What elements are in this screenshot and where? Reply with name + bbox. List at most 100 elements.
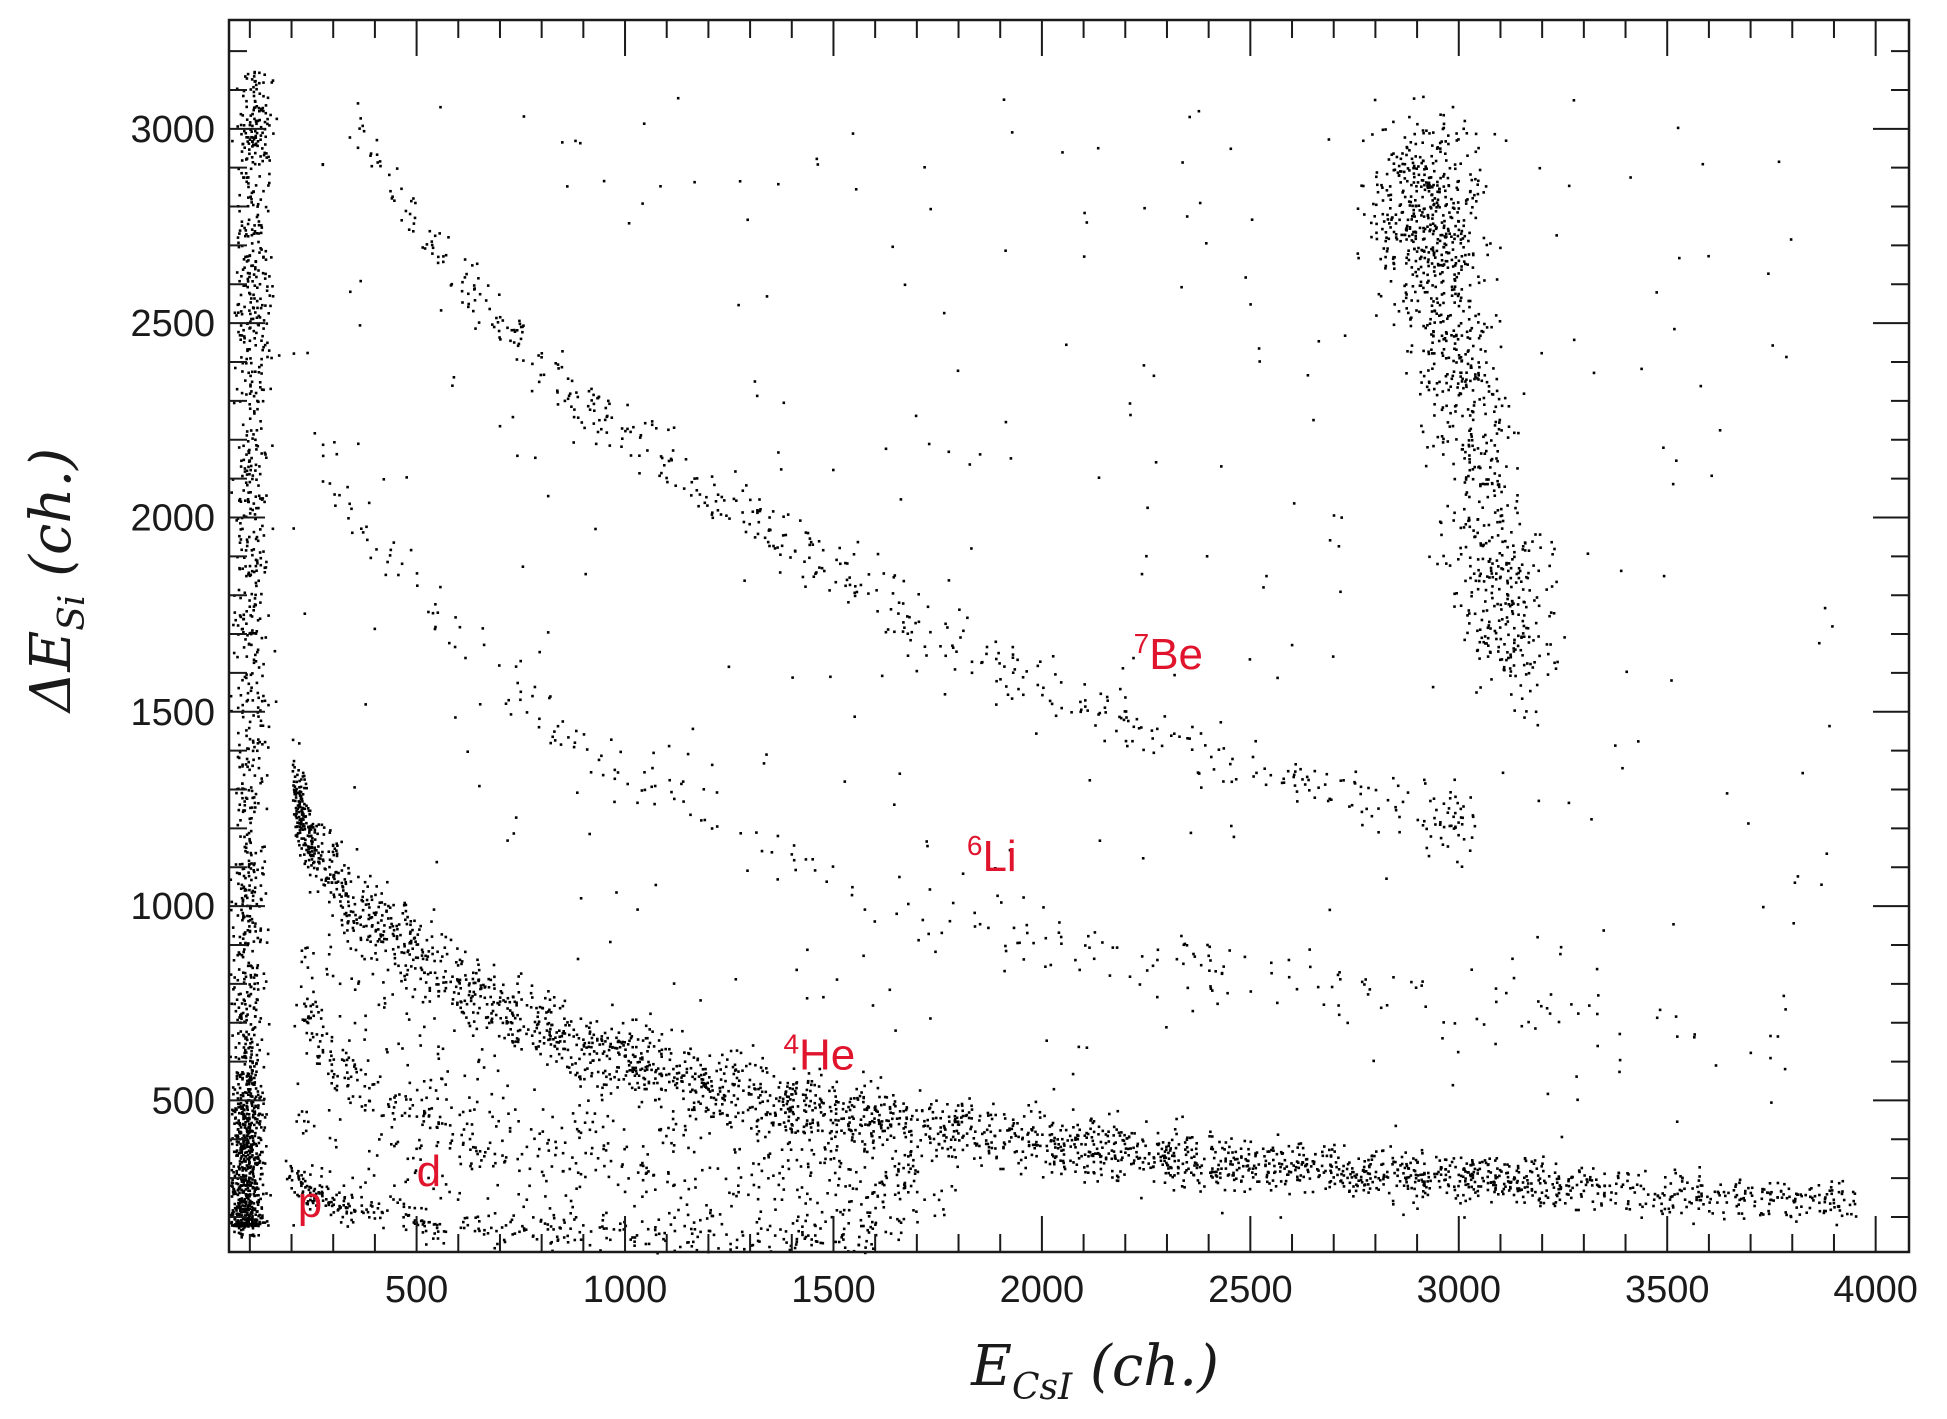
data-point (245, 622, 248, 625)
data-point (1257, 1163, 1261, 1166)
data-point (1167, 1144, 1170, 1148)
data-point (264, 104, 268, 107)
data-point (1084, 1170, 1087, 1174)
data-point (343, 931, 346, 935)
data-point (1698, 1198, 1701, 1202)
data-point (515, 1001, 518, 1004)
data-point (778, 1081, 782, 1084)
data-point (379, 933, 382, 936)
data-point (1048, 1162, 1052, 1166)
data-point (1119, 1170, 1122, 1173)
data-point (1851, 1190, 1855, 1194)
data-point (258, 740, 261, 744)
data-point (422, 1120, 426, 1123)
data-point (450, 1139, 454, 1142)
data-point (858, 1235, 861, 1239)
data-point (1168, 1149, 1172, 1152)
data-point (1539, 1204, 1542, 1208)
data-point (248, 339, 252, 343)
data-point (601, 1225, 604, 1228)
data-point (244, 1224, 247, 1228)
data-point (1074, 958, 1077, 962)
data-point (603, 1164, 606, 1168)
data-point (1817, 1184, 1821, 1187)
data-point (364, 903, 368, 906)
data-point (236, 823, 240, 827)
data-point (310, 842, 314, 845)
data-point (967, 1116, 971, 1120)
data-point (402, 1216, 405, 1219)
data-point (1002, 1145, 1005, 1149)
data-point (248, 148, 251, 151)
data-point (361, 900, 365, 903)
data-point (1112, 1142, 1116, 1146)
data-point (247, 865, 251, 869)
data-point (1585, 1178, 1589, 1181)
data-point (1457, 821, 1460, 824)
data-point (335, 887, 339, 891)
data-point (960, 1104, 964, 1107)
data-point (551, 735, 554, 739)
data-point (844, 1185, 847, 1188)
data-point (1669, 1195, 1673, 1199)
data-point (514, 1040, 517, 1043)
data-point (1638, 1203, 1642, 1206)
data-point (445, 1098, 448, 1101)
data-point (940, 1189, 943, 1193)
data-point (315, 849, 318, 852)
data-point (250, 456, 253, 460)
data-point (468, 1137, 472, 1141)
data-point (929, 1141, 932, 1145)
data-point (1002, 1141, 1006, 1144)
data-point (346, 485, 349, 489)
data-point (247, 1145, 251, 1148)
data-point (1494, 1187, 1497, 1190)
data-point (266, 117, 269, 121)
data-point (660, 456, 664, 460)
data-point (355, 1070, 358, 1074)
data-point (402, 1224, 405, 1228)
data-point (513, 1000, 517, 1004)
data-point (322, 859, 325, 863)
data-point (643, 1087, 647, 1091)
data-point (235, 1212, 238, 1215)
data-point (1363, 1170, 1366, 1174)
data-point (420, 1206, 423, 1210)
data-point (1104, 1133, 1108, 1136)
data-point (1209, 987, 1213, 990)
data-point (516, 1029, 520, 1033)
data-point (255, 215, 259, 219)
data-point (788, 1248, 792, 1252)
data-point (261, 872, 264, 875)
data-point (1322, 1003, 1326, 1006)
data-point (1404, 1178, 1408, 1181)
data-point (596, 1070, 600, 1074)
data-point (1523, 1201, 1526, 1204)
data-point (985, 652, 988, 656)
data-point (1141, 1138, 1144, 1141)
data-point (680, 782, 683, 786)
data-point (818, 1067, 822, 1071)
data-point (1087, 1155, 1090, 1158)
data-point (403, 974, 406, 978)
data-point (1112, 1150, 1116, 1153)
data-point (1664, 1176, 1667, 1179)
data-point (243, 675, 247, 679)
data-point (253, 1083, 256, 1086)
data-point (318, 1184, 322, 1187)
data-point (1385, 1004, 1389, 1007)
data-point (404, 1095, 407, 1098)
data-point (245, 430, 249, 433)
data-point (494, 1161, 497, 1165)
data-point (261, 1214, 264, 1217)
data-point (1209, 1171, 1212, 1175)
data-point (1086, 1164, 1089, 1168)
data-point (425, 958, 429, 961)
data-point (300, 778, 303, 781)
data-point (245, 99, 248, 103)
data-point (238, 1016, 241, 1019)
data-point (1261, 1147, 1265, 1151)
data-point (792, 858, 796, 862)
data-point (973, 1157, 976, 1160)
data-point (229, 694, 233, 698)
